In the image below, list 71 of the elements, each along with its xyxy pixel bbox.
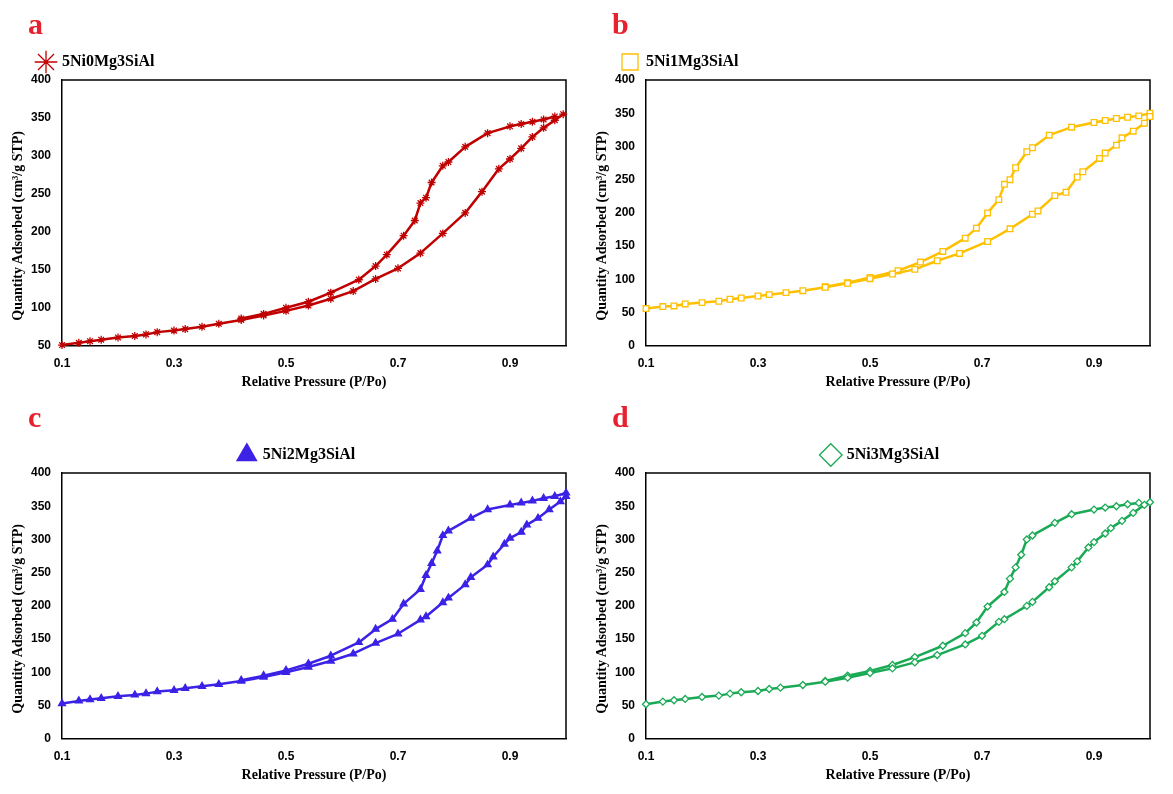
y-tick-label: 150 [30, 631, 52, 646]
x-tick-label: 0.9 [1085, 356, 1103, 371]
x-tick-label: 0.5 [277, 356, 295, 371]
x-tick-label: 0.1 [637, 749, 655, 764]
x-tick-label: 0.7 [973, 356, 991, 371]
y-tick-label: 300 [30, 148, 52, 163]
x-tick-label: 0.9 [501, 356, 519, 371]
y-tick-label: 100 [30, 300, 52, 315]
y-tick-label: 0 [628, 731, 636, 746]
x-tick-label: 0.1 [53, 356, 71, 371]
x-axis-title: Relative Pressure (P/Po) [241, 374, 387, 391]
y-tick-label: 250 [30, 564, 52, 579]
y-tick-label: 400 [614, 465, 636, 480]
x-tick-label: 0.3 [165, 356, 183, 371]
y-tick-label: 350 [614, 105, 636, 120]
x-tick-label: 0.7 [389, 356, 407, 371]
y-axis-title: Quantity Adsorbed (cm³/g STP) [593, 131, 610, 321]
x-tick-label: 0.7 [973, 749, 991, 764]
y-tick-label: 50 [37, 697, 52, 712]
legend-label: 5Ni2Mg3SiAl [262, 445, 356, 464]
x-tick-label: 0.3 [749, 356, 767, 371]
y-tick-label: 0 [628, 338, 636, 353]
y-tick-label: 300 [614, 138, 636, 153]
x-tick-label: 0.5 [861, 356, 879, 371]
y-tick-label: 50 [621, 304, 636, 319]
y-tick-label: 0 [44, 731, 52, 746]
x-tick-label: 0.1 [53, 749, 71, 764]
x-axis-title: Relative Pressure (P/Po) [825, 374, 971, 391]
y-tick-label: 150 [30, 262, 52, 277]
y-tick-label: 200 [614, 598, 636, 613]
y-tick-label: 300 [30, 531, 52, 546]
x-tick-label: 0.5 [861, 749, 879, 764]
chart-title: d [612, 399, 629, 433]
chart-title: b [612, 6, 629, 40]
y-tick-label: 350 [614, 498, 636, 513]
y-tick-label: 400 [30, 72, 52, 87]
y-tick-label: 350 [30, 498, 52, 513]
y-tick-label: 150 [614, 631, 636, 646]
x-tick-label: 0.1 [637, 356, 655, 371]
y-tick-label: 200 [614, 205, 636, 220]
y-tick-label: 150 [614, 238, 636, 253]
y-axis-title: Quantity Adsorbed (cm³/g STP) [9, 524, 26, 714]
legend-label: 5Ni0Mg3SiAl [62, 52, 155, 71]
y-tick-label: 400 [614, 72, 636, 87]
x-tick-label: 0.7 [389, 749, 407, 764]
x-tick-label: 0.9 [1085, 749, 1103, 764]
y-tick-label: 350 [30, 110, 52, 125]
legend-label: 5Ni3Mg3SiAl [846, 445, 940, 464]
y-tick-label: 250 [30, 186, 52, 201]
chart-title: a [28, 6, 43, 40]
y-tick-label: 400 [30, 465, 52, 480]
y-tick-label: 50 [621, 697, 636, 712]
chart-title: c [28, 399, 42, 433]
x-tick-label: 0.5 [277, 749, 295, 764]
x-tick-label: 0.3 [165, 749, 183, 764]
legend-label: 5Ni1Mg3SiAl [646, 52, 739, 71]
x-axis-title: Relative Pressure (P/Po) [825, 767, 971, 784]
y-tick-label: 250 [614, 171, 636, 186]
y-tick-label: 100 [614, 271, 636, 286]
y-tick-label: 300 [614, 531, 636, 546]
x-tick-label: 0.3 [749, 749, 767, 764]
x-tick-label: 0.9 [501, 749, 519, 764]
y-tick-label: 200 [30, 598, 52, 613]
y-tick-label: 200 [30, 224, 52, 239]
y-tick-label: 100 [30, 664, 52, 679]
y-tick-label: 250 [614, 564, 636, 579]
y-tick-label: 50 [37, 338, 52, 353]
y-tick-label: 100 [614, 664, 636, 679]
y-axis-title: Quantity Adsorbed (cm³/g STP) [593, 524, 610, 714]
y-axis-title: Quantity Adsorbed (cm³/g STP) [9, 131, 26, 321]
x-axis-title: Relative Pressure (P/Po) [241, 767, 387, 784]
